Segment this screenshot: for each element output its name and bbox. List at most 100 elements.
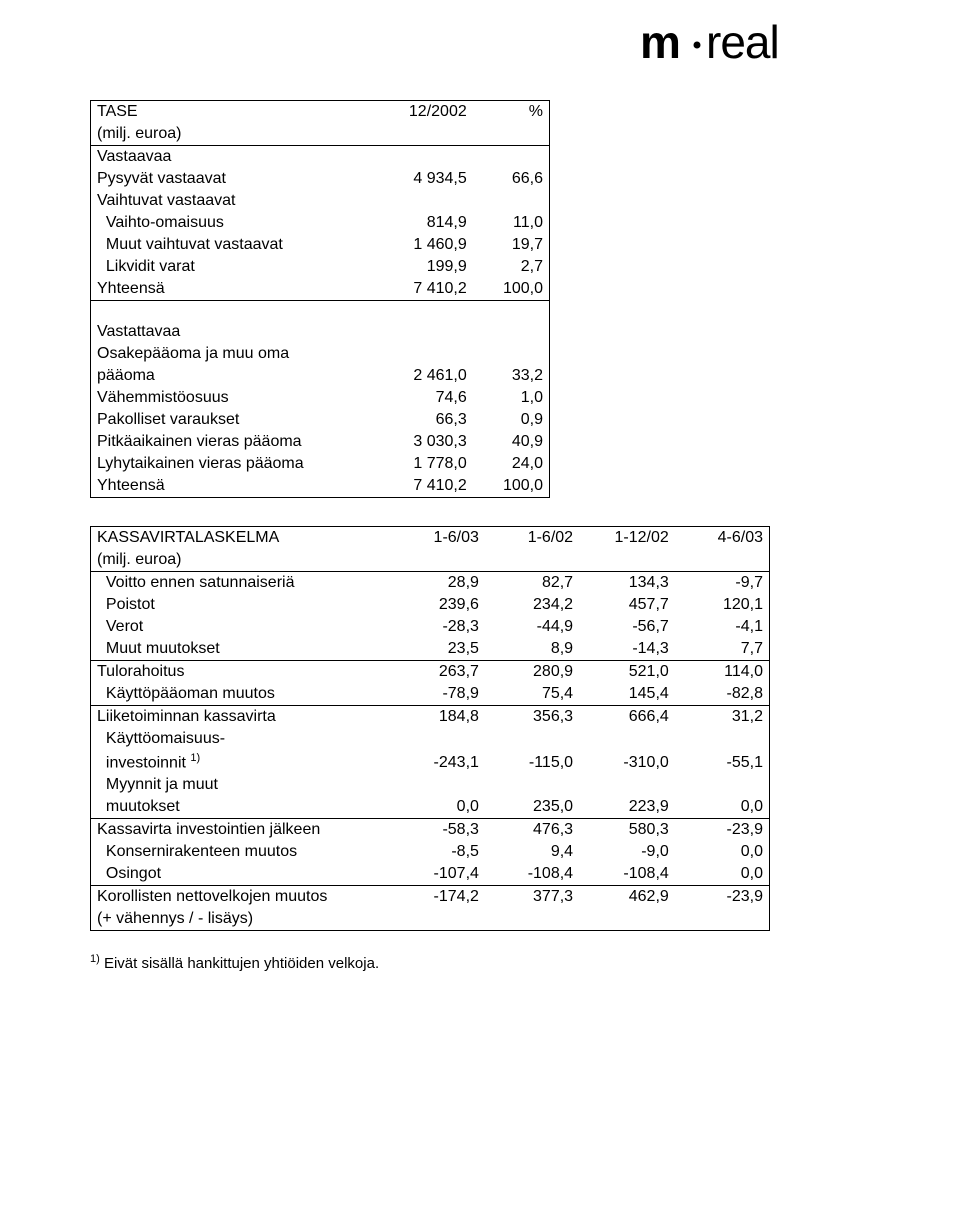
section-vastaavaa: Vastaavaa [91,146,377,169]
table-cell: -58,3 [391,819,485,842]
table-cell: -9,0 [579,841,675,863]
t1-subtitle: (milj. euroa) [91,123,377,146]
table-cell [579,728,675,750]
table-cell: 66,6 [473,168,550,190]
t1-total-b-v1: 7 410,2 [377,475,473,498]
t2-subtitle: (milj. euroa) [91,549,391,572]
balance-sheet-table: TASE 12/2002 % (milj. euroa) Vastaavaa P… [90,100,550,498]
table-row-label: Vaihtuvat vastaavat [91,190,377,212]
table-cell [485,728,579,750]
table-cell: -23,9 [675,819,770,842]
table-cell: 235,0 [485,796,579,819]
table-cell: 814,9 [377,212,473,234]
table-row-label: Konsernirakenteen muutos [91,841,391,863]
t1-total-a-v2: 100,0 [473,278,550,301]
table-cell: 580,3 [579,819,675,842]
table-cell: -108,4 [485,863,579,886]
table-cell: 1,0 [473,387,550,409]
table-cell: 114,0 [675,661,770,684]
table-cell: 7,7 [675,638,770,661]
t1-col-period: 12/2002 [377,101,473,124]
table-row-label: investoinnit 1) [91,750,391,774]
t1-col-pct: % [473,101,550,124]
table-cell: 28,9 [391,572,485,595]
table-cell: -108,4 [579,863,675,886]
table-cell: -310,0 [579,750,675,774]
table-cell: -82,8 [675,683,770,706]
table-cell [675,774,770,796]
t1-total-a-label: Yhteensä [91,278,377,301]
cashflow-table: KASSAVIRTALASKELMA 1-6/03 1-6/02 1-12/02… [90,526,770,931]
table-cell: -107,4 [391,863,485,886]
table-cell: -44,9 [485,616,579,638]
table-cell: 120,1 [675,594,770,616]
table-cell: 476,3 [485,819,579,842]
table-row-label: Likvidit varat [91,256,377,278]
t1-total-a-v1: 7 410,2 [377,278,473,301]
footnote: 1) Eivät sisällä hankittujen yhtiöiden v… [90,953,870,972]
table-row-label: Poistot [91,594,391,616]
table-cell: 75,4 [485,683,579,706]
table-row-label: Muut muutokset [91,638,391,661]
table-row-label: Lyhytaikainen vieras pääoma [91,453,377,475]
table-cell: 31,2 [675,706,770,729]
table-row-label: Pysyvät vastaavat [91,168,377,190]
table-cell: 33,2 [473,365,550,387]
table-row-label: Voitto ennen satunnaiseriä [91,572,391,595]
table-cell: 8,9 [485,638,579,661]
t2-col-1: 1-6/02 [485,527,579,550]
table-row-label: Pakolliset varaukset [91,409,377,431]
table-cell: -78,9 [391,683,485,706]
table-cell: 263,7 [391,661,485,684]
t2-col-3: 4-6/03 [675,527,770,550]
table-cell [579,774,675,796]
table-cell: 0,0 [675,796,770,819]
table-row-label: Osakepääoma ja muu oma [91,343,377,365]
table-cell: 377,3 [485,886,579,909]
table-cell: 666,4 [579,706,675,729]
table-cell: 4 934,5 [377,168,473,190]
table-row-label: Käyttöpääoman muutos [91,683,391,706]
logo: m real [640,20,900,68]
table-cell [473,343,550,365]
table-row-label: Verot [91,616,391,638]
table-cell: -174,2 [391,886,485,909]
table-cell: 356,3 [485,706,579,729]
table-row-label: pääoma [91,365,377,387]
table-cell: 1 778,0 [377,453,473,475]
footnote-text: Eivät sisällä hankittujen yhtiöiden velk… [104,955,379,972]
table-cell [485,908,579,931]
table-row-label: Tulorahoitus [91,661,391,684]
table-cell: 145,4 [579,683,675,706]
footnote-marker: 1) [90,953,100,965]
table-cell [675,728,770,750]
t2-col-2: 1-12/02 [579,527,675,550]
table-row-label: Osingot [91,863,391,886]
table-cell: 82,7 [485,572,579,595]
table-cell: 24,0 [473,453,550,475]
table-row-label: Liiketoiminnan kassavirta [91,706,391,729]
table-cell: 66,3 [377,409,473,431]
table-cell: -55,1 [675,750,770,774]
table-cell: 9,4 [485,841,579,863]
table-cell: 0,0 [675,841,770,863]
table-cell [377,190,473,212]
table-cell: 40,9 [473,431,550,453]
table-cell: 239,6 [391,594,485,616]
table-row-label: Myynnit ja muut [91,774,391,796]
table-cell: 0,0 [391,796,485,819]
table-cell: 0,0 [675,863,770,886]
table-cell [579,908,675,931]
table-cell: 134,3 [579,572,675,595]
table-cell [675,908,770,931]
table-cell: 11,0 [473,212,550,234]
table-cell: -115,0 [485,750,579,774]
t2-col-0: 1-6/03 [391,527,485,550]
table-cell [391,728,485,750]
table-cell: 234,2 [485,594,579,616]
table-row-label: Vaihto-omaisuus [91,212,377,234]
table-row-label: (+ vähennys / - lisäys) [91,908,391,931]
table-cell: -243,1 [391,750,485,774]
t2-title: KASSAVIRTALASKELMA [91,527,391,550]
table-cell: -56,7 [579,616,675,638]
